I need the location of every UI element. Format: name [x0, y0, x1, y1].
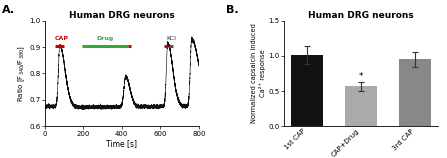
Text: *: * [358, 72, 363, 81]
Y-axis label: Ratio [F$_{340}$/F$_{380}$]: Ratio [F$_{340}$/F$_{380}$] [16, 45, 26, 102]
Bar [345, 86, 377, 126]
Bar [291, 55, 323, 126]
Text: KCl: KCl [166, 36, 176, 41]
Title: Human DRG neurons: Human DRG neurons [308, 11, 414, 20]
Bar [399, 59, 431, 126]
Y-axis label: Normalized capsaicin induced
Ca²⁺ response: Normalized capsaicin induced Ca²⁺ respon… [251, 24, 266, 123]
Text: CAP: CAP [55, 36, 68, 41]
X-axis label: Time [s]: Time [s] [106, 139, 137, 148]
Text: B.: B. [226, 5, 238, 15]
Text: Drug: Drug [97, 36, 114, 41]
Text: A.: A. [2, 5, 15, 15]
Title: Human DRG neurons: Human DRG neurons [69, 11, 175, 20]
